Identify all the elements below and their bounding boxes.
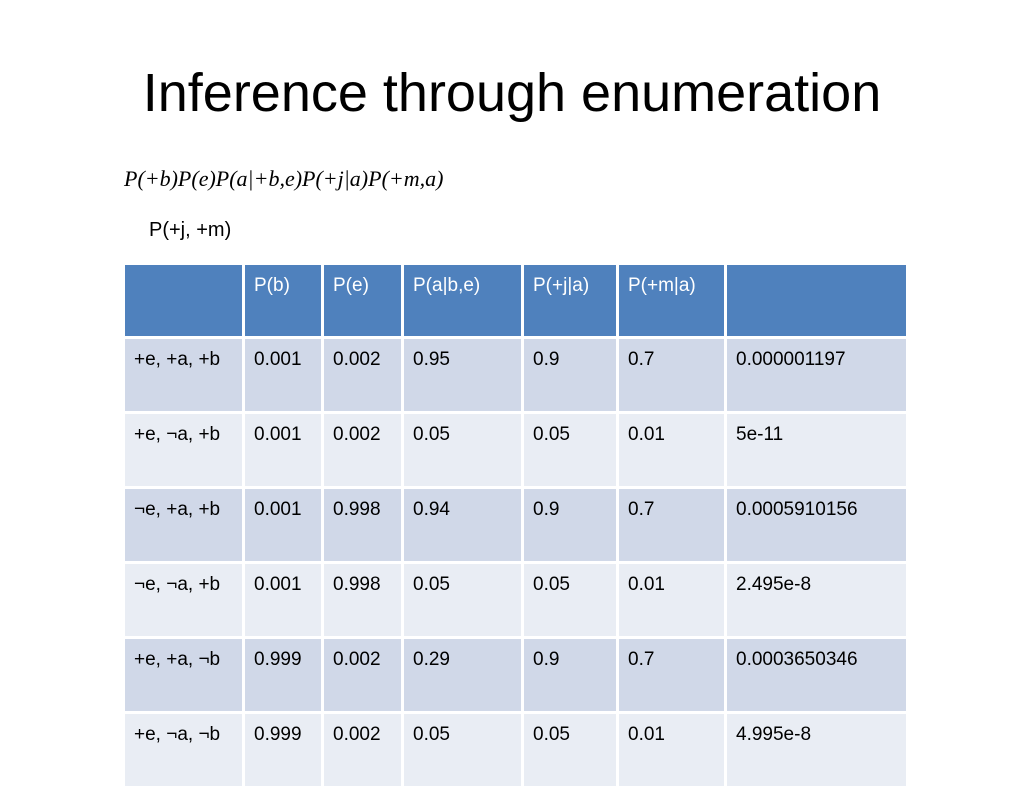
table-cell: 0.05 bbox=[401, 561, 524, 639]
table-cell: 0.05 bbox=[401, 411, 524, 489]
header-cell: P(b) bbox=[242, 262, 324, 339]
table-row: +e, ¬a, ¬b 0.999 0.002 0.05 0.05 0.01 4.995e-8 bbox=[122, 711, 909, 789]
table-cell: 0.0005910156 bbox=[724, 486, 909, 564]
table-cell: 0.002 bbox=[321, 636, 404, 714]
table-cell: 0.01 bbox=[616, 711, 727, 789]
header-cell: P(e) bbox=[321, 262, 404, 339]
table-cell: 0.002 bbox=[321, 411, 404, 489]
table-cell: 0.001 bbox=[242, 336, 324, 414]
probability-table: P(b) P(e) P(a|b,e) P(+j|a) P(+m|a) +e, +a, +b… bbox=[122, 262, 909, 789]
table-cell: 0.94 bbox=[401, 486, 524, 564]
table-cell: 5e-11 bbox=[724, 411, 909, 489]
table-cell: 0.998 bbox=[321, 486, 404, 564]
header-row: P(b) P(e) P(a|b,e) P(+j|a) P(+m|a) bbox=[122, 262, 909, 339]
table-cell: 0.001 bbox=[242, 486, 324, 564]
row-label: +e, ¬a, ¬b bbox=[122, 711, 245, 789]
table-cell: 0.29 bbox=[401, 636, 524, 714]
table-cell: 0.01 bbox=[616, 561, 727, 639]
table-cell: 0.05 bbox=[401, 711, 524, 789]
table-cell: 0.9 bbox=[521, 336, 619, 414]
table-cell: 4.995e-8 bbox=[724, 711, 909, 789]
table-cell: 0.0003650346 bbox=[724, 636, 909, 714]
row-label: ¬e, ¬a, +b bbox=[122, 561, 245, 639]
table-cell: 0.01 bbox=[616, 411, 727, 489]
table-row: ¬e, ¬a, +b 0.001 0.998 0.05 0.05 0.01 2.495e-8 bbox=[122, 561, 909, 639]
table-cell: 0.7 bbox=[616, 636, 727, 714]
table-cell: 2.495e-8 bbox=[724, 561, 909, 639]
row-label: ¬e, +a, +b bbox=[122, 486, 245, 564]
table-cell: 0.999 bbox=[242, 711, 324, 789]
header-cell: P(+m|a) bbox=[616, 262, 727, 339]
header-cell: P(+j|a) bbox=[521, 262, 619, 339]
table-cell: 0.002 bbox=[321, 711, 404, 789]
table-cell: 0.7 bbox=[616, 336, 727, 414]
table-cell: 0.000001197 bbox=[724, 336, 909, 414]
header-cell: P(a|b,e) bbox=[401, 262, 524, 339]
table-cell: 0.95 bbox=[401, 336, 524, 414]
slide: Inference through enumeration P(+b)P(e)P… bbox=[122, 63, 909, 789]
header-cell bbox=[724, 262, 909, 339]
table-row: +e, +a, ¬b 0.999 0.002 0.29 0.9 0.7 0.00036503… bbox=[122, 636, 909, 714]
table-cell: 0.05 bbox=[521, 411, 619, 489]
table-cell: 0.001 bbox=[242, 411, 324, 489]
query: P(+j, +m) bbox=[149, 219, 232, 241]
formula: P(+b)P(e)P(a|+b,e)P(+j|a)P(+m,a) bbox=[124, 166, 444, 191]
slide-title: Inference through enumeration bbox=[142, 63, 882, 123]
header-cell bbox=[122, 262, 245, 339]
row-label: +e, +a, +b bbox=[122, 336, 245, 414]
table-cell: 0.998 bbox=[321, 561, 404, 639]
table-row: +e, +a, +b 0.001 0.002 0.95 0.9 0.7 0.00000119… bbox=[122, 336, 909, 414]
table-cell: 0.9 bbox=[521, 486, 619, 564]
table-cell: 0.05 bbox=[521, 711, 619, 789]
table-row: ¬e, +a, +b 0.001 0.998 0.94 0.9 0.7 0.00059101… bbox=[122, 486, 909, 564]
row-label: +e, +a, ¬b bbox=[122, 636, 245, 714]
row-label: +e, ¬a, +b bbox=[122, 411, 245, 489]
table-row: +e, ¬a, +b 0.001 0.002 0.05 0.05 0.01 5e-11 bbox=[122, 411, 909, 489]
table-cell: 0.05 bbox=[521, 561, 619, 639]
table-cell: 0.999 bbox=[242, 636, 324, 714]
table-cell: 0.001 bbox=[242, 561, 324, 639]
table-cell: 0.002 bbox=[321, 336, 404, 414]
table-cell: 0.7 bbox=[616, 486, 727, 564]
table-cell: 0.9 bbox=[521, 636, 619, 714]
